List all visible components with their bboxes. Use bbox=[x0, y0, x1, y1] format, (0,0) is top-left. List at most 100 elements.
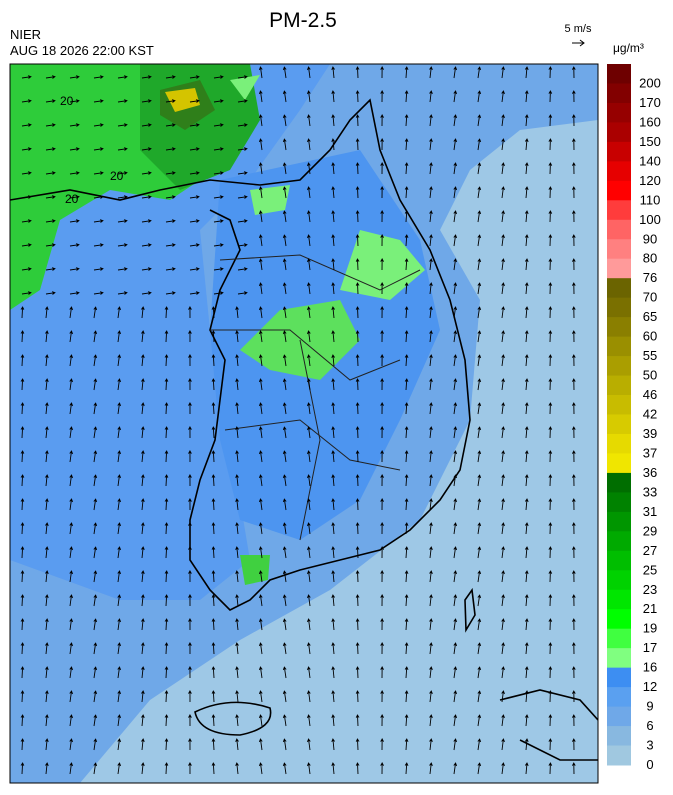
colorbar-label: 55 bbox=[643, 348, 657, 363]
wind-arrow bbox=[141, 219, 152, 223]
wind-arrow bbox=[571, 738, 576, 751]
wind-arrow bbox=[380, 450, 384, 463]
wind-arrow bbox=[404, 642, 409, 655]
wind-arrow bbox=[355, 522, 360, 535]
wind-arrow bbox=[45, 546, 49, 559]
colorbar-label: 16 bbox=[643, 660, 657, 675]
wind-arrow bbox=[404, 450, 409, 463]
wind-arrow bbox=[93, 330, 98, 343]
wind-arrow bbox=[69, 330, 73, 343]
wind-arrow bbox=[235, 426, 239, 439]
wind-arrow bbox=[429, 354, 433, 367]
wind-arrow bbox=[404, 474, 409, 487]
wind-arrow bbox=[258, 498, 263, 511]
wind-arrow bbox=[404, 498, 409, 511]
wind-arrow bbox=[93, 402, 98, 415]
wind-arrow bbox=[117, 243, 128, 247]
wind-arrow bbox=[571, 162, 576, 175]
wind-arrow bbox=[477, 330, 482, 343]
wind-arrow bbox=[524, 162, 529, 175]
wind-arrow bbox=[20, 594, 25, 607]
wind-arrow bbox=[141, 378, 145, 391]
wind-arrow bbox=[331, 762, 335, 775]
wind-arrow bbox=[331, 738, 335, 751]
colorbar-swatch bbox=[607, 336, 631, 357]
wind-arrow bbox=[164, 738, 169, 751]
wind-arrow bbox=[282, 114, 287, 127]
wind-arrow bbox=[307, 738, 311, 751]
wind-arrow bbox=[524, 306, 529, 319]
wind-arrow bbox=[213, 243, 224, 247]
colorbar-swatch bbox=[607, 550, 631, 571]
wind-arrow bbox=[21, 171, 32, 175]
wind-arrow bbox=[355, 378, 360, 391]
wind-arrow bbox=[213, 267, 224, 271]
wind-arrow bbox=[69, 714, 73, 727]
wind-arrow bbox=[355, 66, 360, 79]
wind-arrow bbox=[189, 195, 200, 199]
wind-arrow bbox=[213, 195, 224, 199]
wind-arrow bbox=[524, 570, 529, 583]
wind-arrow bbox=[141, 306, 145, 319]
wind-arrow bbox=[117, 690, 121, 703]
wind-arrow bbox=[355, 642, 360, 655]
wind-arrow bbox=[331, 402, 335, 415]
wind-arrow bbox=[258, 330, 263, 343]
wind-arrow bbox=[453, 426, 458, 439]
wind-arrow bbox=[429, 282, 433, 295]
wind-arrow bbox=[331, 66, 335, 79]
wind-arrow bbox=[164, 330, 169, 343]
wind-arrow bbox=[45, 354, 49, 367]
wind-arrow bbox=[117, 618, 121, 631]
wind-arrow bbox=[307, 354, 311, 367]
wind-arrow bbox=[69, 642, 73, 655]
colorbar-label: 42 bbox=[643, 407, 657, 422]
wind-arrow bbox=[235, 522, 239, 535]
wind-arrow bbox=[453, 378, 458, 391]
wind-arrow bbox=[45, 147, 56, 151]
wind-arrow bbox=[524, 282, 529, 295]
wind-arrow bbox=[117, 594, 121, 607]
wind-arrow bbox=[258, 618, 263, 631]
wind-arrow bbox=[524, 690, 529, 703]
wind-arrow bbox=[501, 258, 505, 271]
wind-arrow bbox=[20, 426, 25, 439]
wind-arrow bbox=[258, 642, 263, 655]
wind-arrow bbox=[307, 402, 311, 415]
colorbar-swatch bbox=[607, 453, 631, 474]
wind-arrow bbox=[93, 546, 98, 559]
wind-arrow bbox=[404, 378, 409, 391]
wind-arrow bbox=[307, 450, 311, 463]
wind-arrow bbox=[453, 138, 458, 151]
wind-arrow bbox=[164, 546, 169, 559]
wind-arrow bbox=[93, 666, 98, 679]
wind-arrow bbox=[141, 762, 145, 775]
wind-arrow bbox=[165, 291, 176, 295]
colorbar-swatch bbox=[607, 628, 631, 649]
wind-arrow bbox=[404, 330, 409, 343]
wind-arrow bbox=[282, 402, 287, 415]
colorbar-swatch bbox=[607, 83, 631, 104]
wind-arrow bbox=[548, 594, 553, 607]
wind-arrow bbox=[380, 618, 384, 631]
wind-arrow bbox=[20, 762, 25, 775]
wind-arrow bbox=[307, 162, 311, 175]
wind-arrow bbox=[117, 75, 128, 79]
colorbar-swatch bbox=[607, 492, 631, 513]
wind-arrow bbox=[429, 738, 433, 751]
wind-arrow bbox=[380, 258, 384, 271]
wind-arrow bbox=[141, 474, 145, 487]
wind-arrow bbox=[69, 546, 73, 559]
wind-arrow bbox=[477, 570, 482, 583]
wind-arrow bbox=[571, 426, 576, 439]
wind-arrow bbox=[189, 267, 200, 271]
wind-arrow bbox=[117, 642, 121, 655]
contour-labels: 20 20 20 bbox=[60, 94, 124, 206]
wind-arrow bbox=[117, 219, 128, 223]
wind-arrow bbox=[524, 378, 529, 391]
wind-arrow bbox=[380, 690, 384, 703]
wind-arrow bbox=[453, 330, 458, 343]
wind-arrow bbox=[282, 618, 287, 631]
wind-arrow bbox=[453, 162, 458, 175]
wind-arrow bbox=[429, 546, 433, 559]
